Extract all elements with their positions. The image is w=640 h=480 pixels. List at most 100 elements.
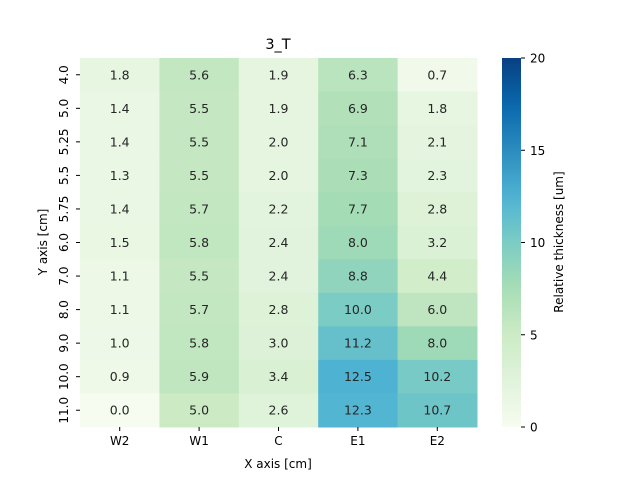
heatmap-cell (159, 158, 240, 193)
cell-value-label: 7.7 (348, 201, 368, 216)
cell-value-label: 1.5 (110, 235, 130, 250)
heatmap-cells (80, 58, 478, 428)
x-tick-label: E2 (430, 434, 445, 448)
heatmap-cell (80, 326, 160, 361)
colorbar-tick-label: 20 (530, 52, 545, 66)
cell-value-label: 10.7 (423, 403, 451, 418)
cell-value-label: 12.3 (344, 403, 372, 418)
heatmap-cell (159, 225, 240, 260)
heatmap-cell (318, 192, 399, 227)
heatmap-cell (159, 359, 240, 394)
colorbar-ticks: 0 5 10 15 20 (521, 52, 545, 435)
heatmap-cell (238, 158, 319, 193)
cell-value-label: 5.8 (189, 336, 209, 351)
heatmap-cell (80, 292, 160, 327)
heatmap-cell (238, 393, 319, 428)
heatmap-cell (397, 225, 478, 260)
y-tick-label: 5.25 (57, 129, 71, 156)
cell-value-label: 5.7 (189, 302, 209, 317)
heatmap-cell (397, 192, 478, 227)
cell-value-label: 2.8 (427, 201, 447, 216)
heatmap-cell (159, 292, 240, 327)
cell-value-label: 5.8 (189, 235, 209, 250)
heatmap-cell (397, 292, 478, 327)
heatmap-cell-labels: 1.8 5.6 1.9 6.3 0.7 1.4 5.5 1.9 6.9 1.8 1.4 5.5 2.0 7… (110, 67, 451, 417)
cell-value-label: 8.0 (348, 235, 368, 250)
x-axis-label: X axis [cm] (244, 457, 312, 471)
heatmap-cell (318, 292, 399, 327)
heatmap-cell (238, 192, 319, 227)
heatmap-cell (159, 125, 240, 160)
cell-value-label: 6.0 (427, 302, 447, 317)
cell-value-label: 2.4 (269, 269, 289, 284)
cell-value-label: 2.1 (427, 134, 447, 149)
cell-value-label: 3.0 (269, 336, 289, 351)
cell-value-label: 5.9 (189, 369, 209, 384)
heatmap-cell (318, 225, 399, 260)
y-tick-label: 11.0 (57, 397, 71, 424)
cell-value-label: 2.8 (269, 302, 289, 317)
cell-value-label: 0.7 (427, 67, 447, 82)
heatmap-cell (318, 393, 399, 428)
cell-value-label: 7.1 (348, 134, 368, 149)
heatmap-cell (238, 359, 319, 394)
colorbar-gradient (502, 58, 521, 427)
heatmap-cell (159, 192, 240, 227)
heatmap-cell (238, 58, 319, 93)
heatmap-cell (318, 359, 399, 394)
cell-value-label: 1.8 (110, 67, 130, 82)
cell-value-label: 1.9 (269, 67, 289, 82)
heatmap-cell (397, 58, 478, 93)
heatmap-cell (80, 125, 160, 160)
cell-value-label: 10.0 (344, 302, 372, 317)
heatmap-cell (318, 326, 399, 361)
colorbar-tick-label: 5 (530, 328, 538, 342)
cell-value-label: 8.8 (348, 269, 368, 284)
heatmap-cell (80, 58, 160, 93)
cell-value-label: 1.1 (110, 302, 130, 317)
cell-value-label: 5.0 (189, 403, 209, 418)
colorbar-tick-label: 0 (530, 421, 538, 435)
cell-value-label: 2.0 (269, 168, 289, 183)
heatmap-cell (318, 91, 399, 126)
x-tick-label: W1 (189, 434, 209, 448)
heatmap-cell (397, 158, 478, 193)
heatmap-cell (159, 393, 240, 428)
cell-value-label: 2.0 (269, 134, 289, 149)
y-tick-label: 8.0 (57, 300, 71, 319)
heatmap-cell (397, 393, 478, 428)
colorbar-tick-label: 10 (530, 236, 545, 250)
y-tick-label: 6.0 (57, 233, 71, 252)
heatmap-cell (397, 259, 478, 294)
heatmap-cell (318, 158, 399, 193)
heatmap-cell (318, 58, 399, 93)
cell-value-label: 5.5 (189, 168, 209, 183)
cell-value-label: 5.7 (189, 201, 209, 216)
cell-value-label: 11.2 (344, 336, 372, 351)
cell-value-label: 6.9 (348, 101, 368, 116)
cell-value-label: 2.4 (269, 235, 289, 250)
heatmap-cell (238, 292, 319, 327)
cell-value-label: 8.0 (427, 336, 447, 351)
x-tick-label: W2 (110, 434, 130, 448)
x-tick-label: E1 (350, 434, 365, 448)
colorbar-tick-label: 15 (530, 144, 545, 158)
heatmap-cell (397, 125, 478, 160)
cell-value-label: 0.0 (110, 403, 130, 418)
heatmap-cell (159, 259, 240, 294)
y-tick-label: 5.75 (57, 196, 71, 223)
cell-value-label: 2.2 (269, 201, 289, 216)
heatmap-cell (80, 359, 160, 394)
cell-value-label: 5.5 (189, 134, 209, 149)
cell-value-label: 1.4 (110, 134, 130, 149)
cell-value-label: 10.2 (423, 369, 451, 384)
cell-value-label: 7.3 (348, 168, 368, 183)
cell-value-label: 2.3 (427, 168, 447, 183)
heatmap-cell (80, 158, 160, 193)
heatmap-cell (80, 393, 160, 428)
y-tick-label: 4.0 (57, 65, 71, 84)
cell-value-label: 12.5 (344, 369, 372, 384)
cell-value-label: 1.3 (110, 168, 130, 183)
cell-value-label: 1.0 (110, 336, 130, 351)
